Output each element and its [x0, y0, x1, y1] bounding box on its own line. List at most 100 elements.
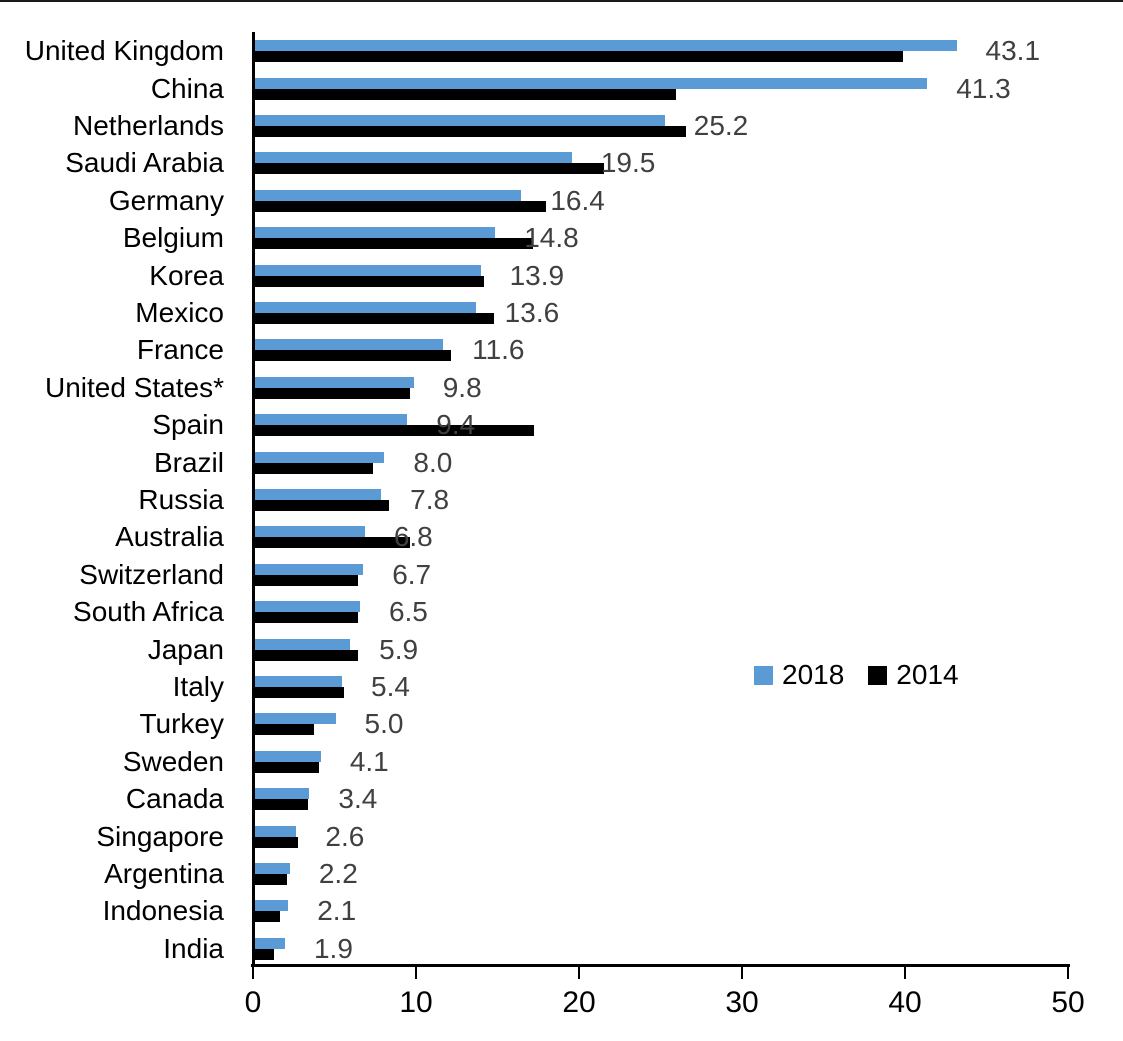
data-label-2018: 5.4 — [371, 671, 410, 702]
category-label: Switzerland — [79, 558, 224, 590]
data-label-2018: 5.0 — [364, 708, 404, 740]
category-label: Belgium — [122, 222, 224, 254]
data-label-2018: 43.1 — [985, 35, 1041, 67]
bar-2014 — [255, 126, 686, 137]
category-label: India — [163, 932, 224, 964]
category-label: United States* — [45, 371, 224, 403]
category-label: Korea — [149, 259, 224, 291]
y-axis-line — [252, 32, 255, 967]
bar-2014 — [255, 948, 274, 960]
data-label-2018: 5.9 — [379, 633, 419, 665]
data-label-2018: 1.9 — [313, 932, 353, 964]
data-label-2018: 41.3 — [956, 72, 1011, 104]
bar-2018 — [255, 900, 289, 912]
bar-2018 — [255, 302, 476, 313]
bar-2014 — [255, 387, 411, 399]
category-label: South Africa — [73, 596, 224, 628]
category-label: Russia — [138, 484, 224, 515]
bar-2018 — [255, 563, 364, 575]
bar-2018 — [255, 376, 414, 388]
legend-entry-2014: 2014 — [868, 659, 959, 690]
bar-2014 — [255, 537, 411, 549]
top-border-rule — [0, 0, 1123, 2]
bar-2018 — [255, 451, 385, 463]
bar-2018 — [255, 863, 290, 874]
legend-label-2018: 2018 — [782, 659, 845, 690]
data-label-2018: 11.6 — [472, 334, 525, 366]
bar-2014 — [255, 350, 452, 362]
bar-2018 — [255, 638, 351, 650]
category-label: Mexico — [135, 297, 224, 328]
data-label-2018: 9.8 — [442, 371, 482, 403]
category-label: Sweden — [122, 745, 224, 777]
x-tick-mark — [252, 964, 254, 979]
category-label: Saudi Arabia — [65, 147, 224, 179]
data-label-2018: 6.7 — [392, 558, 432, 590]
legend-swatch-2018-icon — [754, 665, 773, 685]
category-label: Italy — [172, 671, 224, 702]
bar-2018 — [255, 264, 481, 276]
legend-swatch-2014-icon — [868, 665, 888, 685]
data-label-2018: 16.4 — [550, 184, 605, 216]
category-label: United Kingdom — [24, 35, 224, 67]
legend-entry-2018: 2018 — [754, 661, 844, 689]
category-label: Australia — [115, 521, 224, 553]
bar-2014 — [255, 574, 359, 586]
bar-2014 — [255, 88, 677, 100]
bar-2014 — [255, 724, 315, 736]
bar-2018 — [255, 115, 665, 126]
bar-2014 — [255, 238, 533, 250]
x-axis-line — [251, 964, 1070, 967]
bar-2014 — [255, 275, 484, 287]
data-label-2018: 9.4 — [436, 409, 476, 441]
chart-legend: 2018 2014 — [754, 661, 959, 689]
x-tick-mark — [415, 964, 417, 979]
bar-2018 — [255, 339, 444, 351]
category-label: Germany — [108, 184, 224, 216]
bar-2018 — [255, 601, 360, 613]
data-label-2018: 25.2 — [693, 110, 749, 141]
bar-2018 — [255, 40, 957, 52]
bar-2014 — [255, 163, 605, 175]
category-label: Indonesia — [102, 895, 224, 927]
bar-2018 — [255, 937, 285, 949]
data-label-2018: 2.6 — [325, 820, 365, 852]
bar-2014 — [255, 911, 281, 923]
legend-label-2014: 2014 — [896, 659, 959, 690]
bar-2014 — [255, 799, 308, 811]
data-label-2018: 2.2 — [318, 858, 358, 889]
bar-2014 — [255, 649, 359, 661]
data-label-2018: 13.6 — [504, 297, 560, 328]
bar-2014 — [255, 313, 494, 324]
bar-2018 — [255, 713, 336, 725]
x-tick-label: 20 — [562, 986, 596, 1019]
category-label: Argentina — [104, 858, 224, 889]
data-label-2018: 3.4 — [338, 783, 378, 815]
x-tick-label: 0 — [244, 986, 262, 1019]
data-label-2018: 4.1 — [349, 745, 389, 777]
data-label-2018: 2.1 — [317, 895, 357, 927]
x-tick-mark — [1067, 964, 1069, 979]
x-tick-label: 40 — [888, 986, 922, 1019]
bar-2014 — [255, 836, 298, 848]
x-tick-label: 30 — [725, 986, 759, 1019]
data-label-2018: 6.8 — [393, 521, 433, 553]
category-label: Turkey — [139, 708, 224, 740]
category-label: China — [150, 72, 224, 104]
bar-2018 — [255, 489, 382, 500]
bar-2018 — [255, 526, 365, 538]
category-label: Brazil — [153, 446, 224, 478]
x-tick-label: 10 — [399, 986, 433, 1019]
x-tick-mark — [904, 964, 906, 979]
category-label: Netherlands — [73, 110, 224, 141]
bar-2014 — [255, 200, 546, 212]
x-tick-mark — [741, 964, 743, 979]
bar-2014 — [255, 500, 390, 511]
bar-2018 — [255, 414, 408, 426]
x-tick-label: 50 — [1051, 986, 1085, 1019]
data-label-2018: 8.0 — [413, 446, 453, 478]
data-label-2018: 14.8 — [524, 222, 579, 254]
bar-2018 — [255, 825, 297, 837]
category-label: Singapore — [96, 820, 224, 852]
category-label: Japan — [147, 633, 224, 665]
